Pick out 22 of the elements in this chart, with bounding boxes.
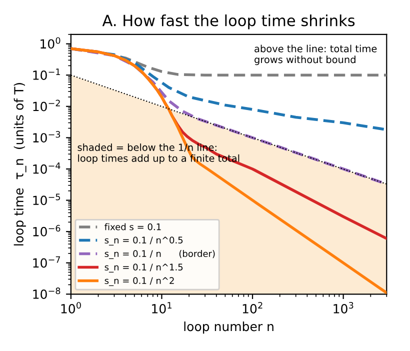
x-tick-label: 10$^{2}$ bbox=[242, 302, 262, 314]
x-tick-label: 10$^{0}$ bbox=[61, 302, 81, 314]
legend-label: s_n = 0.1 / n (border) bbox=[104, 250, 215, 260]
legend-label: s_n = 0.1 / n^0.5 bbox=[104, 236, 183, 246]
x-axis-title: loop number n bbox=[184, 322, 274, 334]
y-tick-label: 10$^{−3}$ bbox=[33, 131, 60, 143]
y-tick-label: 10$^{−8}$ bbox=[33, 288, 60, 299]
legend-label: fixed s = 0.1 bbox=[104, 223, 161, 230]
y-tick-label: 10$^{0}$ bbox=[40, 37, 60, 49]
y-axis-title: loop time τ_n (units of T) bbox=[14, 83, 26, 246]
annotation: above the line: total time grows without bound bbox=[254, 44, 377, 66]
x-tick-label: 10$^{1}$ bbox=[152, 302, 172, 314]
y-tick-label: 10$^{−4}$ bbox=[33, 162, 60, 174]
x-tick-label: 10$^{3}$ bbox=[334, 302, 354, 314]
y-tick-label: 10$^{−7}$ bbox=[33, 256, 60, 268]
legend-label: s_n = 0.1 / n^1.5 bbox=[104, 264, 183, 273]
y-tick-label: 10$^{−2}$ bbox=[33, 100, 60, 112]
y-tick-label: 10$^{−1}$ bbox=[33, 68, 60, 80]
y-tick-label: 10$^{−5}$ bbox=[33, 194, 60, 206]
y-tick-label: 10$^{−6}$ bbox=[33, 224, 60, 236]
legend-label: s_n = 0.1 / n^2 bbox=[104, 277, 174, 286]
chart-title: A. How fast the loop time shrinks bbox=[102, 14, 355, 30]
